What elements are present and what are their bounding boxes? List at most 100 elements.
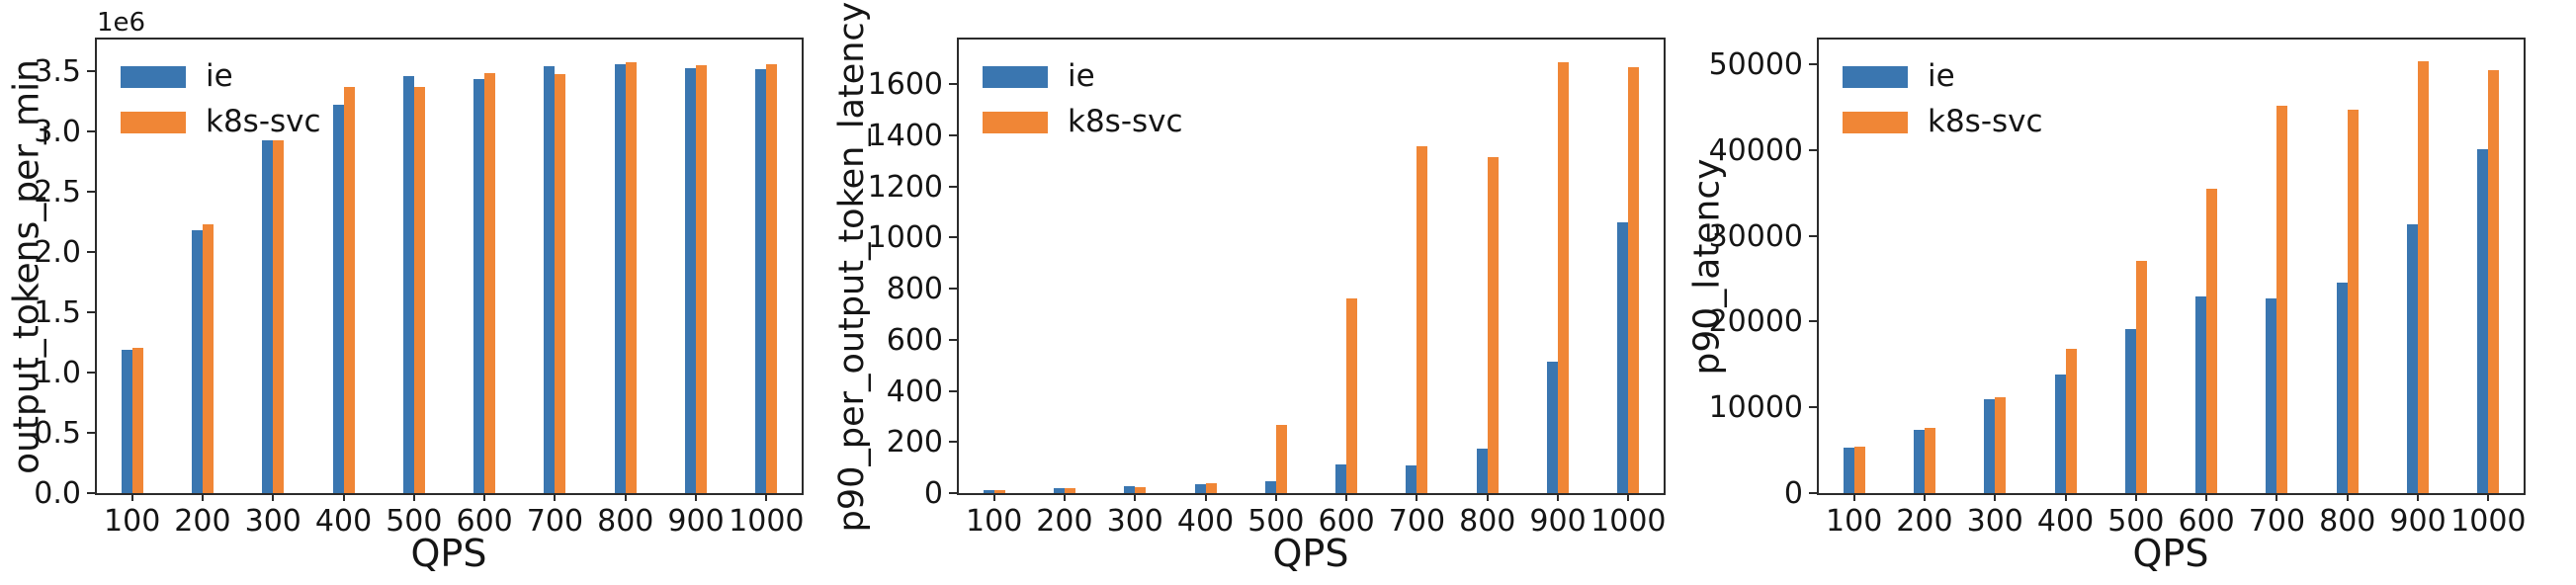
bar-ie-qps-500 (2124, 328, 2136, 493)
y-tick-label: 1000 (867, 220, 943, 256)
y-tick-label: 30000 (1708, 218, 1803, 254)
bar-ie-qps-800 (614, 64, 626, 493)
y-tick-mark (87, 70, 95, 73)
bar-ie-qps-1000 (1617, 222, 1629, 493)
bar-ie-qps-500 (402, 76, 414, 493)
bar-k8s-svc-qps-700 (1417, 146, 1428, 493)
y-tick-label: 800 (886, 272, 943, 307)
bar-ie-qps-200 (1913, 430, 1925, 493)
bar-k8s-svc-qps-100 (993, 490, 1005, 493)
x-tick-label: 600 (2178, 504, 2235, 539)
y-tick-mark (949, 185, 957, 188)
x-tick-label: 700 (1388, 504, 1446, 539)
legend-entry: k8s-svc (983, 107, 1183, 137)
x-tick-mark (1852, 493, 1855, 501)
y-tick-label: 600 (886, 322, 943, 358)
bar-k8s-svc-qps-800 (2347, 110, 2359, 493)
bar-k8s-svc-qps-300 (1135, 486, 1147, 493)
bar-ie-qps-500 (1264, 481, 1276, 493)
legend-entry: ie (1843, 61, 2043, 92)
x-tick-mark (1345, 493, 1348, 501)
legend-entry: ie (121, 61, 321, 92)
legend-swatch-k8s-svc (1843, 111, 1908, 133)
y-tick-mark (949, 236, 957, 239)
y-tick-label: 1.0 (34, 356, 81, 391)
bar-ie-qps-400 (1194, 484, 1206, 493)
y-tick-mark (1809, 492, 1817, 494)
bar-ie-qps-900 (2407, 224, 2419, 493)
bar-ie-qps-900 (1547, 362, 1559, 493)
bar-ie-qps-300 (1124, 486, 1136, 493)
x-tick-label: 300 (1966, 504, 2023, 539)
x-tick-label: 200 (174, 504, 231, 539)
x-tick-label: 1000 (729, 504, 805, 539)
y-tick-label: 400 (886, 374, 943, 409)
x-tick-mark (2134, 493, 2137, 501)
bar-ie-qps-700 (2266, 297, 2277, 493)
x-tick-label: 600 (456, 504, 513, 539)
legend-swatch-k8s-svc (983, 111, 1048, 133)
legend-label: ie (1068, 58, 1095, 94)
x-tick-label: 500 (386, 504, 443, 539)
x-tick-label: 800 (2319, 504, 2376, 539)
x-tick-mark (1627, 493, 1630, 501)
x-tick-label: 400 (2036, 504, 2095, 539)
y-tick-label: 1400 (867, 118, 943, 153)
y-tick-mark (87, 251, 95, 254)
x-tick-mark (992, 493, 995, 501)
axis-offset-label: 1e6 (97, 8, 146, 38)
y-tick-label: 1.5 (34, 295, 81, 331)
y-tick-label: 20000 (1708, 304, 1803, 340)
bar-ie-qps-100 (121, 349, 132, 493)
x-tick-label: 800 (597, 504, 654, 539)
x-tick-label: 900 (667, 504, 725, 539)
x-tick-mark (2417, 493, 2420, 501)
x-tick-mark (130, 493, 133, 501)
bar-ie-qps-1000 (755, 68, 767, 493)
bar-k8s-svc-qps-200 (202, 224, 214, 493)
bar-ie-qps-200 (1053, 488, 1065, 493)
bar-ie-qps-900 (685, 67, 697, 493)
bar-ie-qps-700 (544, 66, 556, 493)
legend: ie k8s-svc (1843, 61, 2043, 137)
bar-ie-qps-100 (983, 490, 994, 493)
x-tick-label: 900 (1529, 504, 1587, 539)
y-tick-mark (949, 133, 957, 136)
y-tick-label: 1600 (867, 67, 943, 103)
bar-k8s-svc-qps-400 (343, 87, 355, 493)
x-tick-mark (695, 493, 698, 501)
bar-k8s-svc-qps-600 (1346, 298, 1358, 493)
plot-area: ie k8s-svc 0 10000 20000 30000 40000 50000 100… (1709, 38, 2527, 537)
legend: ie k8s-svc (983, 61, 1183, 137)
bar-k8s-svc-qps-600 (2206, 188, 2218, 493)
bar-k8s-svc-qps-1000 (2488, 70, 2500, 493)
y-tick-label: 3.5 (34, 54, 81, 90)
x-tick-label: 600 (1318, 504, 1375, 539)
y-tick-mark (949, 441, 957, 444)
y-tick-label: 2.5 (34, 175, 81, 210)
x-tick-mark (412, 493, 415, 501)
legend-entry: k8s-svc (121, 107, 321, 137)
bar-k8s-svc-qps-1000 (1628, 67, 1640, 493)
y-tick-mark (1809, 234, 1817, 237)
y-tick-mark (87, 130, 95, 133)
legend-label: ie (1928, 58, 1955, 94)
bar-k8s-svc-qps-700 (555, 73, 566, 493)
legend-swatch-ie (121, 65, 186, 88)
y-tick-label: 10000 (1708, 390, 1803, 426)
bar-k8s-svc-qps-200 (1924, 428, 1935, 493)
bar-k8s-svc-qps-500 (2135, 261, 2147, 493)
bar-k8s-svc-qps-800 (1487, 156, 1499, 493)
x-tick-label: 700 (2248, 504, 2306, 539)
y-tick-mark (949, 389, 957, 392)
bar-k8s-svc-qps-800 (625, 61, 637, 493)
y-tick-label: 40000 (1708, 132, 1803, 168)
legend-label: k8s-svc (206, 104, 321, 139)
legend-label: k8s-svc (1068, 104, 1183, 139)
x-tick-label: 400 (1176, 504, 1235, 539)
x-tick-mark (2346, 493, 2349, 501)
x-tick-label: 200 (1036, 504, 1093, 539)
y-tick-label: 0.5 (34, 416, 81, 452)
bar-ie-qps-600 (473, 78, 485, 493)
legend-entry: k8s-svc (1843, 107, 2043, 137)
